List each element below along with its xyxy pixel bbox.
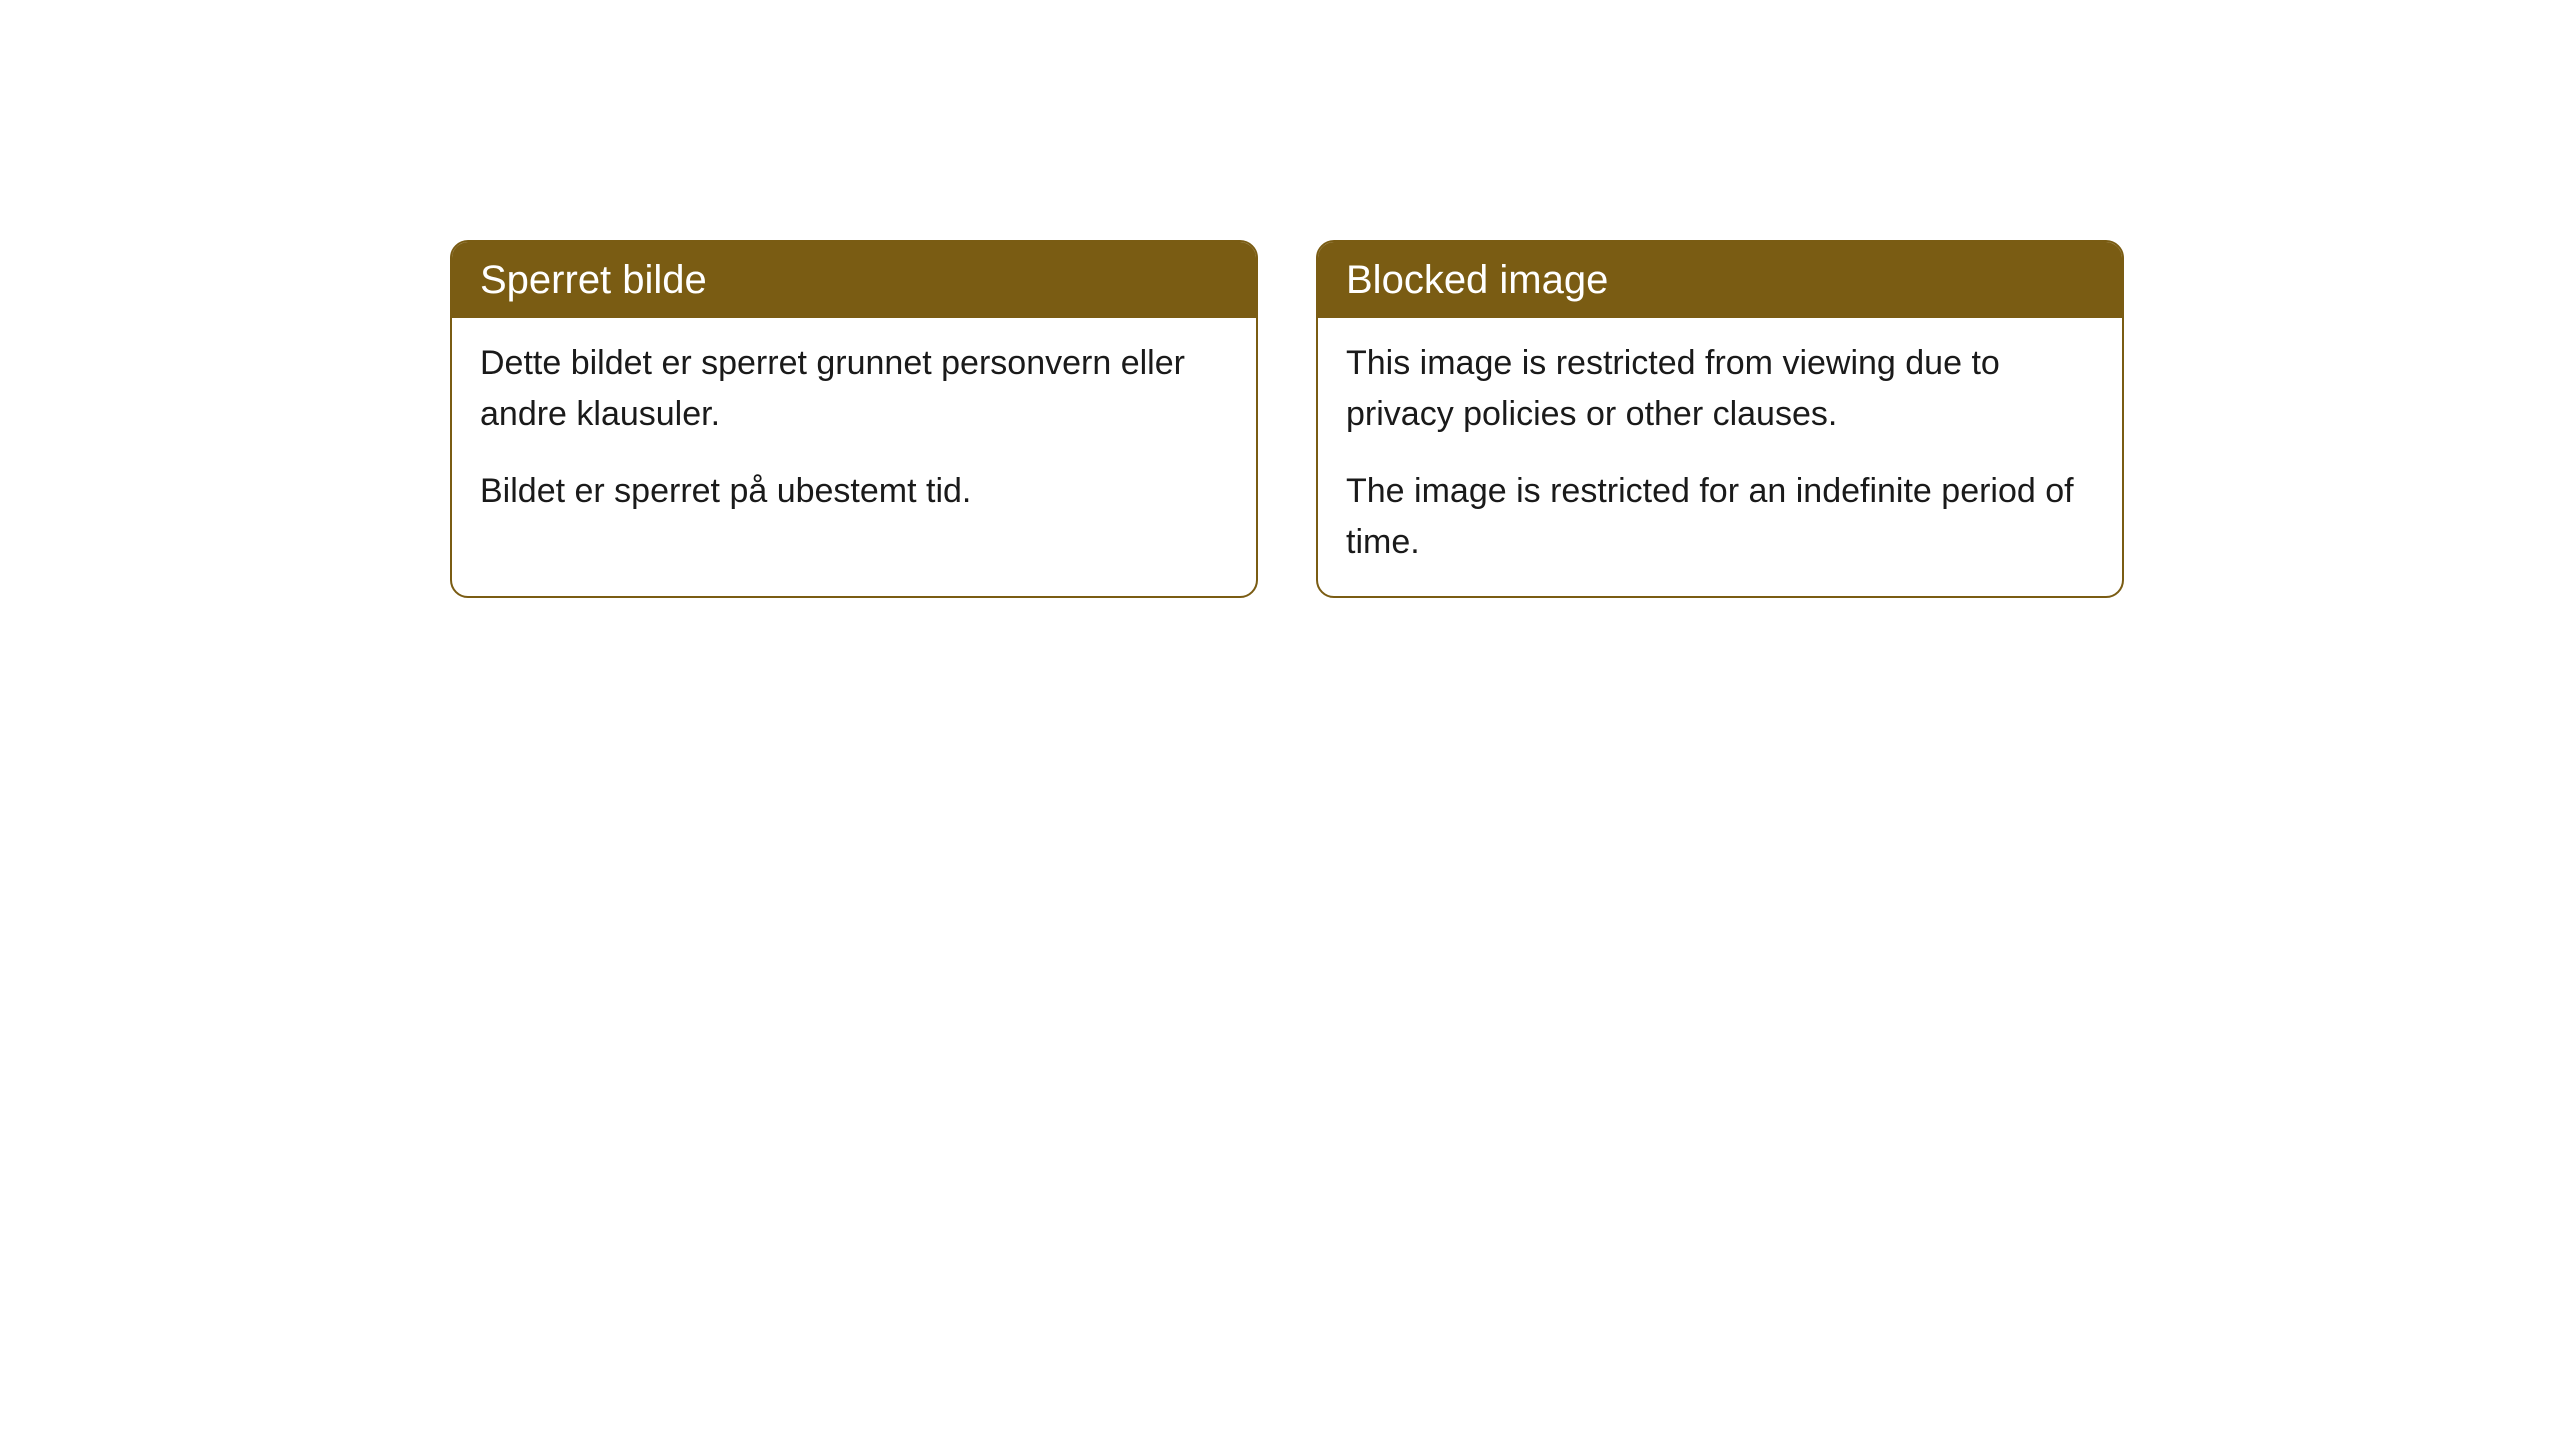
card-paragraph: Bildet er sperret på ubestemt tid.: [480, 466, 1228, 517]
card-header: Blocked image: [1318, 242, 2122, 318]
notice-card-norwegian: Sperret bilde Dette bildet er sperret gr…: [450, 240, 1258, 598]
card-body: This image is restricted from viewing du…: [1318, 318, 2122, 596]
card-title: Blocked image: [1346, 258, 1608, 302]
card-body: Dette bildet er sperret grunnet personve…: [452, 318, 1256, 545]
card-header: Sperret bilde: [452, 242, 1256, 318]
card-paragraph: This image is restricted from viewing du…: [1346, 338, 2094, 440]
card-paragraph: Dette bildet er sperret grunnet personve…: [480, 338, 1228, 440]
notice-card-english: Blocked image This image is restricted f…: [1316, 240, 2124, 598]
card-paragraph: The image is restricted for an indefinit…: [1346, 466, 2094, 568]
card-title: Sperret bilde: [480, 258, 707, 302]
notice-cards-container: Sperret bilde Dette bildet er sperret gr…: [450, 240, 2124, 598]
